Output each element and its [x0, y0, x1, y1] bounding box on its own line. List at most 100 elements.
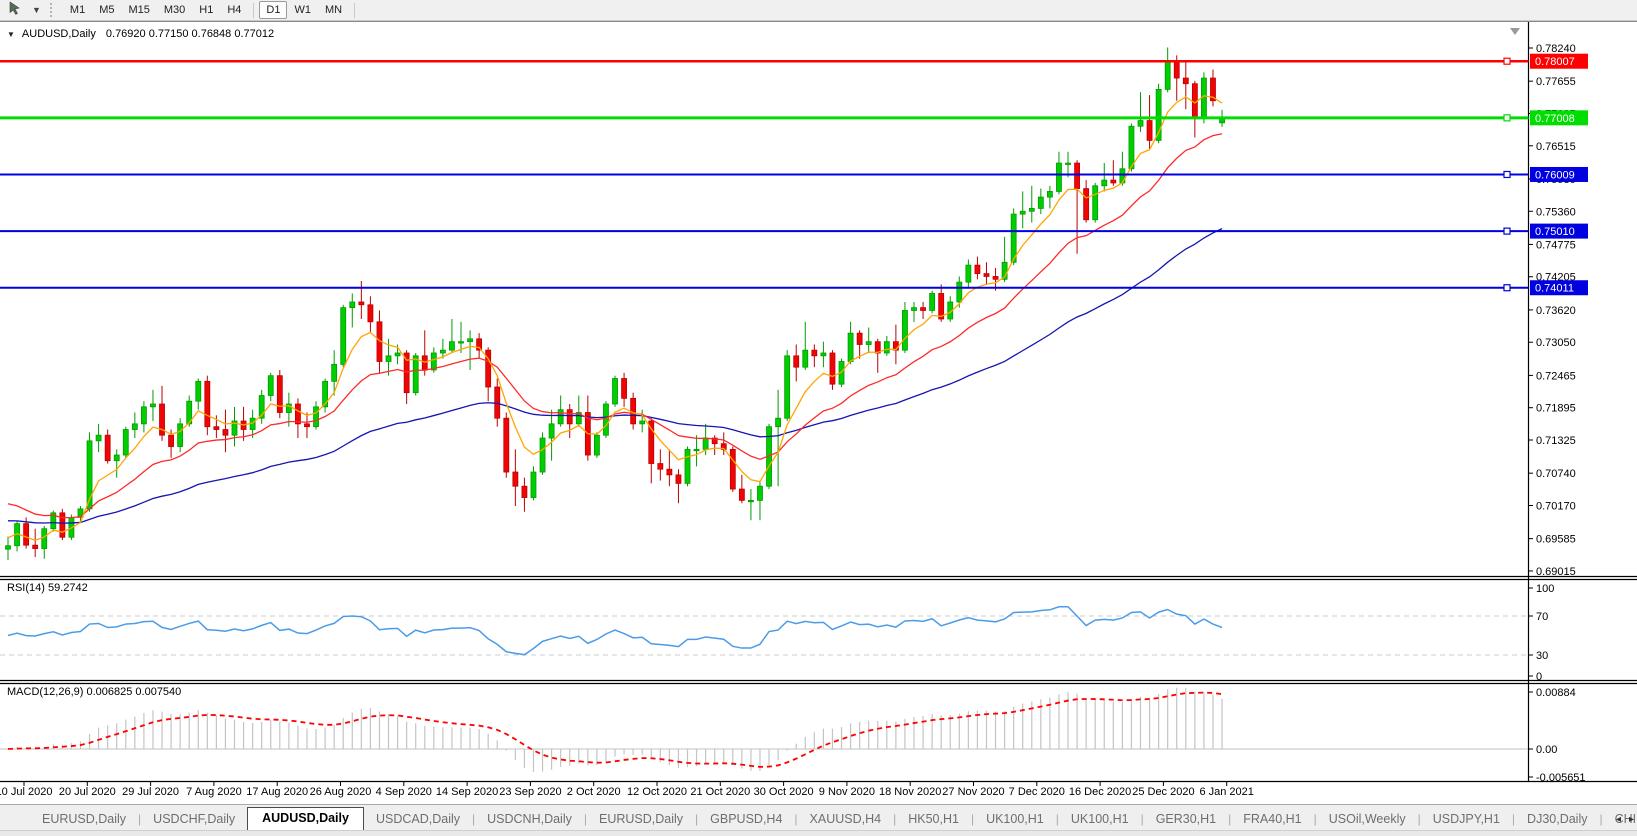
- candle-body: [802, 349, 809, 368]
- candle-body: [349, 301, 356, 309]
- candle-body: [276, 375, 283, 413]
- date-tick-label: 29 Jul 2020: [122, 786, 179, 798]
- collapse-chart-icon[interactable]: ▼: [7, 29, 15, 39]
- candle-body: [883, 341, 890, 354]
- chart-tab-uk100-h1[interactable]: UK100,H1: [1070, 812, 1129, 826]
- price-tick-label: 0.73050: [1536, 337, 1576, 349]
- ma-fast-line: [7, 95, 1223, 542]
- tab-scroll-left-icon[interactable]: ◂: [1615, 814, 1621, 825]
- candle-body: [403, 352, 410, 394]
- candle-body: [394, 352, 401, 357]
- tab-separator: |: [1228, 812, 1232, 826]
- timeframe-button-M30[interactable]: M30: [163, 4, 186, 16]
- ma-mid-line: [7, 133, 1223, 519]
- candle-body: [285, 403, 292, 413]
- chart-tab-hk50-h1[interactable]: HK50,H1: [908, 812, 959, 826]
- chart-tab-usdjpy-h1[interactable]: USDJPY,H1: [1432, 812, 1500, 826]
- top-toolbar: ▼ M1 M5 M15 M30 H1 H4 D1 W1 MN: [0, 0, 1637, 21]
- chart-tab-china300-h1[interactable]: CHINA300,H1: [1614, 812, 1637, 826]
- candle-body: [575, 412, 582, 425]
- chart-tab-gbpusd-h4[interactable]: GBPUSD,H4: [710, 812, 783, 826]
- tab-separator: |: [695, 812, 699, 826]
- date-tick-label: 25 Dec 2020: [1132, 786, 1194, 798]
- candle-body: [140, 406, 147, 425]
- candle-body: [512, 471, 519, 487]
- chart-tab-eurusd-daily[interactable]: EURUSD,Daily: [598, 812, 684, 826]
- timeframe-button-H1[interactable]: H1: [199, 4, 214, 16]
- price-level-handle[interactable]: [1503, 284, 1511, 292]
- candle-body: [1164, 60, 1171, 90]
- chart-tab-usoil-weekly[interactable]: USOil,Weekly: [1328, 812, 1406, 826]
- candle-body: [775, 417, 781, 428]
- timeframe-button-M5[interactable]: M5: [99, 4, 115, 16]
- macd-indicator-label: MACD(12,26,9) 0.006825 0.007540: [7, 686, 182, 698]
- chart-tab-ger30-h1[interactable]: GER30,H1: [1155, 812, 1217, 826]
- rsi-tick-label: 70: [1536, 611, 1548, 623]
- candle-body: [267, 375, 274, 396]
- price-level-handle[interactable]: [1503, 114, 1511, 122]
- candle-body: [639, 420, 646, 425]
- candle-body: [784, 355, 791, 419]
- candle-body: [738, 488, 745, 501]
- timeframe-button-M15[interactable]: M15: [128, 4, 150, 16]
- chart-tab-usdchf-daily[interactable]: USDCHF,Daily: [153, 812, 236, 826]
- timeframe-button-D1[interactable]: D1: [259, 1, 288, 19]
- date-tick-label: 9 Nov 2020: [819, 786, 875, 798]
- chart-tab-dj30-daily[interactable]: DJ30,Daily: [1527, 812, 1588, 826]
- candle-body: [122, 429, 129, 456]
- candle-body: [1092, 185, 1099, 221]
- cursor-tool-dropdown[interactable]: ▼: [25, 1, 48, 19]
- date-tick-label: 7 Dec 2020: [1009, 786, 1065, 798]
- price-level-handle[interactable]: [1503, 227, 1511, 235]
- chart-tab-usdcnh-daily[interactable]: USDCNH,Daily: [487, 812, 572, 826]
- chart-tab-uk100-h1[interactable]: UK100,H1: [986, 812, 1044, 826]
- price-tick-label: 0.72465: [1536, 370, 1576, 382]
- candle-body: [657, 463, 664, 470]
- chart-tab-fra40-h1[interactable]: FRA40,H1: [1243, 812, 1302, 826]
- timeframe-button-M1[interactable]: M1: [69, 4, 86, 16]
- timeframe-button-H4[interactable]: H4: [227, 4, 242, 16]
- candle-body: [729, 448, 736, 490]
- price-level-badge: [1530, 223, 1588, 239]
- price-level-handle[interactable]: [1503, 57, 1511, 65]
- cursor-tool-button[interactable]: [4, 0, 25, 21]
- candle-body: [95, 434, 102, 442]
- candle-body: [820, 352, 827, 357]
- price-level-badge-label: 0.74011: [1535, 283, 1574, 295]
- rsi-indicator-label: RSI(14) 59.2742: [7, 582, 88, 594]
- candle-body: [313, 406, 319, 428]
- candle-body: [113, 454, 120, 462]
- chart-tab-xauusd-h4[interactable]: XAUUSD,H4: [809, 812, 882, 826]
- candle-body: [385, 355, 392, 362]
- toolbar-separator: [253, 2, 255, 18]
- toolbar-grip[interactable]: [49, 3, 57, 17]
- tab-scroll-right-icon[interactable]: ▸: [1628, 814, 1634, 825]
- date-tick-label: 17 Aug 2020: [246, 786, 308, 798]
- date-tick-label: 16 Dec 2020: [1069, 786, 1131, 798]
- candle-body: [213, 426, 220, 430]
- candle-body: [204, 380, 211, 428]
- candle-body: [1191, 83, 1198, 119]
- chart-canvas[interactable]: 0.782400.776550.770850.765150.759300.753…: [0, 22, 1637, 805]
- timeframe-toolbar: M1 M5 M15 M30 H1 H4 D1 W1 MN: [63, 1, 360, 19]
- price-tick-label: 0.70740: [1536, 468, 1576, 480]
- candle-body: [467, 338, 473, 343]
- candle-body: [358, 301, 365, 306]
- macd-signal-line: [7, 691, 1223, 768]
- chart-tab-audusd-daily[interactable]: AUDUSD,Daily: [247, 807, 364, 830]
- candle-body: [1182, 77, 1189, 85]
- timeframe-button-MN[interactable]: MN: [324, 4, 343, 16]
- timeframe-button-W1[interactable]: W1: [294, 4, 311, 16]
- rsi-tick-label: 0: [1536, 671, 1542, 683]
- chart-tab-usdcad-daily[interactable]: USDCAD,Daily: [375, 812, 460, 826]
- date-tick-label: 12 Oct 2020: [627, 786, 687, 798]
- candle-body: [621, 378, 627, 399]
- macd-tick-label: 0.00884: [1536, 687, 1576, 699]
- price-level-handle[interactable]: [1503, 170, 1511, 179]
- date-tick-label: 26 Aug 2020: [310, 786, 372, 798]
- candle-body: [32, 544, 39, 549]
- chart-tab-eurusd-daily[interactable]: EURUSD,Daily: [42, 812, 127, 826]
- price-tick-label: 0.69015: [1536, 566, 1576, 578]
- candle-body: [956, 281, 963, 303]
- candle-body: [430, 352, 437, 371]
